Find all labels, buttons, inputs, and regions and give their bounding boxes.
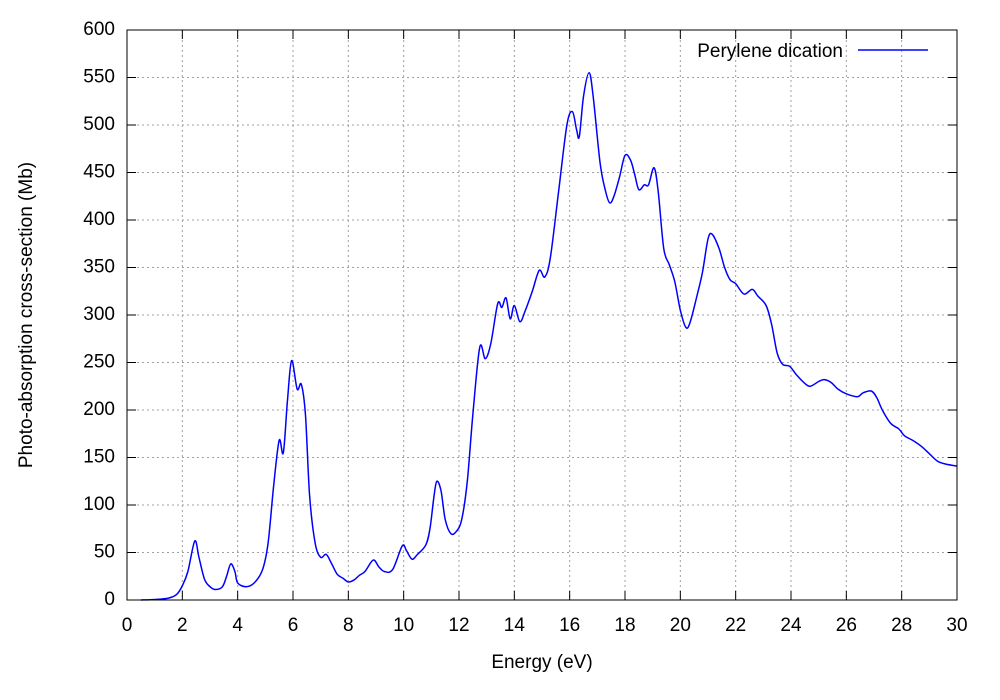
y-tick-label: 550 bbox=[83, 67, 115, 88]
y-tick-label: 150 bbox=[83, 447, 115, 468]
y-tick-label: 450 bbox=[83, 162, 115, 183]
x-tick-label: 6 bbox=[288, 615, 299, 636]
y-tick-label: 200 bbox=[83, 399, 115, 420]
x-tick-label: 12 bbox=[448, 615, 469, 636]
x-tick-label: 20 bbox=[670, 615, 691, 636]
y-tick-label: 500 bbox=[83, 114, 115, 135]
legend-label: Perylene dication bbox=[697, 41, 843, 62]
x-tick-label: 24 bbox=[780, 615, 802, 636]
x-tick-label: 28 bbox=[891, 615, 912, 636]
x-tick-label: 2 bbox=[177, 615, 188, 636]
x-tick-label: 4 bbox=[232, 615, 243, 636]
y-tick-label: 0 bbox=[104, 589, 115, 610]
y-tick-label: 100 bbox=[83, 494, 115, 515]
x-tick-label: 14 bbox=[504, 615, 526, 636]
data-line bbox=[140, 72, 958, 601]
x-tick-label: 0 bbox=[122, 615, 133, 636]
y-axis-label: Photo-absorption cross-section (Mb) bbox=[16, 162, 37, 468]
x-tick-label: 26 bbox=[836, 615, 857, 636]
plot-border bbox=[126, 29, 958, 601]
x-tick-label: 22 bbox=[725, 615, 746, 636]
x-tick-label: 10 bbox=[393, 615, 414, 636]
x-tick-label: 8 bbox=[343, 615, 354, 636]
y-tick-label: 300 bbox=[83, 304, 115, 325]
y-tick-label: 350 bbox=[83, 257, 115, 278]
x-tick-label: 30 bbox=[946, 615, 967, 636]
x-axis-label: Energy (eV) bbox=[491, 652, 592, 673]
x-tick-label: 16 bbox=[559, 615, 580, 636]
x-tick-label: 18 bbox=[614, 615, 635, 636]
y-tick-label: 250 bbox=[83, 352, 115, 373]
y-tick-label: 50 bbox=[94, 542, 115, 563]
y-tick-label: 600 bbox=[83, 19, 115, 40]
y-tick-label: 400 bbox=[83, 209, 115, 230]
